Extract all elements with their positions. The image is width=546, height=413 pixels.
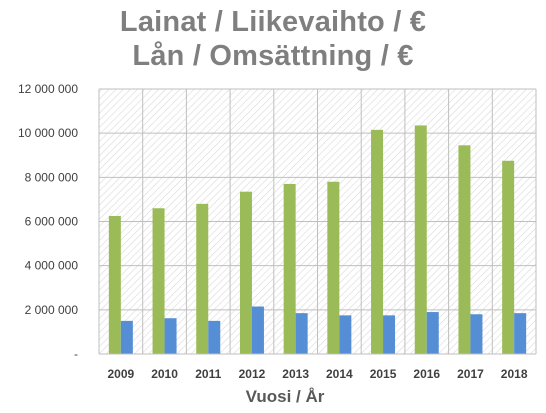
bar-2011-series-1 <box>196 203 209 354</box>
x-tick-label: 2011 <box>195 367 221 381</box>
bar-2018-series-2 <box>514 313 527 354</box>
y-tick-label: 6 000 000 <box>25 215 79 229</box>
x-tick-label: 2010 <box>151 367 178 381</box>
y-tick-label: 2 000 000 <box>25 303 79 317</box>
x-tick-label: 2017 <box>457 367 484 381</box>
chart-title-line-2: Lån / Omsättning / € <box>132 40 414 72</box>
y-tick-label: 4 000 000 <box>25 259 79 273</box>
x-tick-label: 2018 <box>501 367 528 381</box>
chart-title-line-1: Lainat / Liikevaihto / € <box>119 6 427 38</box>
bar-2013-series-1 <box>283 183 296 354</box>
bar-2014-series-2 <box>339 315 352 354</box>
x-tick-label: 2012 <box>239 367 266 381</box>
bar-2014-series-1 <box>327 181 340 354</box>
x-tick-label: 2015 <box>370 367 397 381</box>
x-tick-label: 2014 <box>326 367 353 381</box>
bar-2016-series-2 <box>426 312 439 354</box>
y-tick-label: 12 000 000 <box>18 82 78 96</box>
bar-2009-series-2 <box>120 320 133 354</box>
y-tick-label: 10 000 000 <box>18 126 78 140</box>
bar-2010-series-1 <box>152 208 165 354</box>
bar-2012-series-1 <box>239 191 252 354</box>
bar-2013-series-2 <box>295 313 308 354</box>
bar-2018-series-1 <box>502 160 515 354</box>
plot-area: - 2 000 000 4 000 000 6 000 000 8 000 000 10 … <box>18 82 537 381</box>
x-tick-label: 2016 <box>413 367 440 381</box>
bar-2016-series-1 <box>414 125 427 354</box>
bar-2017-series-1 <box>458 145 471 354</box>
bar-2017-series-2 <box>470 314 483 354</box>
bar-2015-series-1 <box>371 129 384 354</box>
x-axis-title: Vuosi / År <box>246 387 325 406</box>
x-tick-label: 2009 <box>107 367 134 381</box>
y-tick-label: - <box>74 347 78 361</box>
y-tick-label: 8 000 000 <box>25 170 79 184</box>
bar-2009-series-1 <box>108 215 121 354</box>
x-tick-label: 2013 <box>282 367 309 381</box>
bar-2012-series-2 <box>251 306 264 354</box>
bar-2010-series-2 <box>164 318 177 354</box>
bar-2015-series-2 <box>383 315 396 354</box>
bar-2011-series-2 <box>208 320 221 354</box>
